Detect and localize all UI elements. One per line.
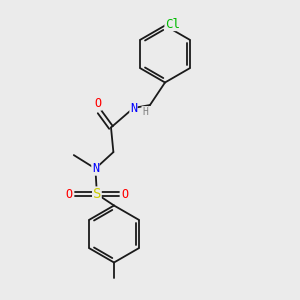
Text: Cl: Cl	[165, 17, 180, 31]
Text: S: S	[93, 187, 101, 201]
Text: O: O	[94, 97, 102, 110]
Text: H: H	[142, 106, 148, 117]
Text: N: N	[130, 101, 137, 115]
Text: O: O	[65, 188, 72, 201]
Text: N: N	[92, 162, 99, 175]
Text: O: O	[122, 188, 129, 201]
